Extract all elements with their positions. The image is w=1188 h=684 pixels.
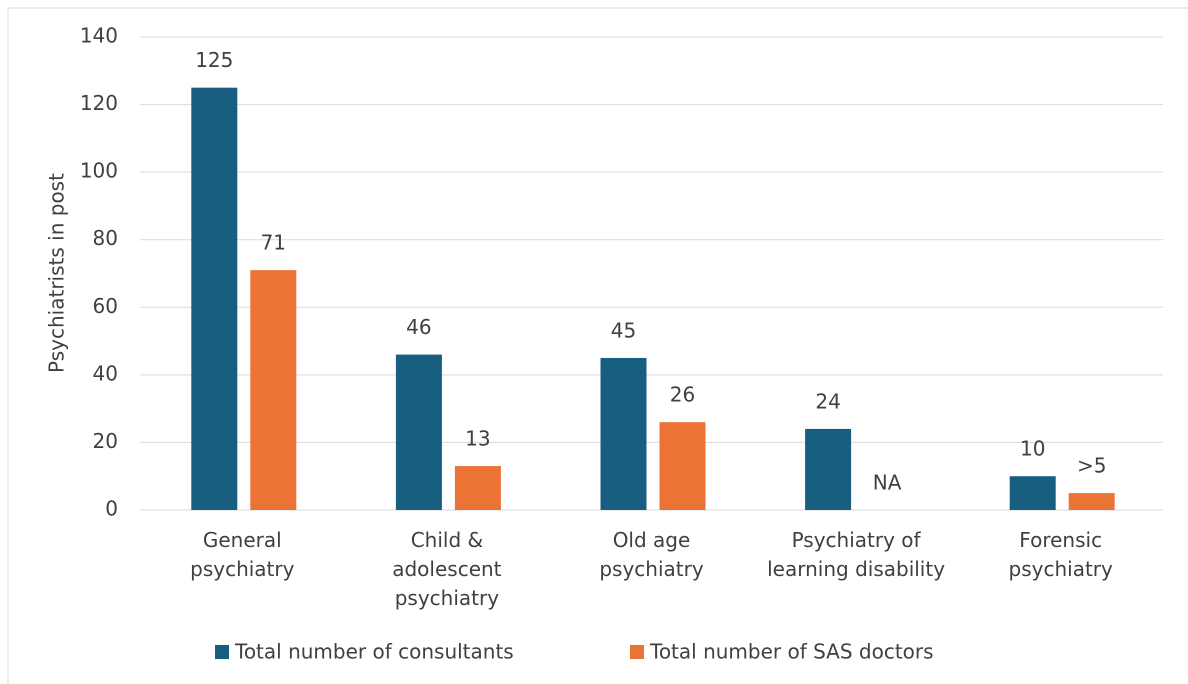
bar: [805, 428, 852, 510]
data-label: NA: [873, 471, 902, 495]
y-tick-label: 100: [80, 159, 118, 183]
y-tick-label: 20: [93, 429, 118, 453]
legend-swatch: [215, 645, 229, 659]
data-label: 71: [261, 231, 286, 255]
data-label: 13: [465, 427, 490, 451]
data-label: 125: [195, 48, 233, 72]
bar: [600, 357, 647, 510]
y-tick-label: 120: [80, 91, 118, 115]
bar: [191, 87, 238, 510]
y-tick-label: 40: [93, 361, 118, 385]
x-tick-label: Child & adolescent psychiatry: [392, 528, 502, 610]
legend-label: Total number of consultants: [234, 640, 514, 664]
data-label: 24: [815, 389, 840, 413]
y-tick-label: 80: [93, 226, 118, 250]
bar: [395, 354, 442, 510]
data-label: 10: [1020, 437, 1045, 461]
bar: [1009, 476, 1056, 510]
y-tick-label: 60: [93, 294, 118, 318]
y-tick-label: 0: [105, 497, 118, 521]
data-label: 46: [406, 315, 431, 339]
chart-border: [7, 7, 1188, 684]
bar: [1068, 493, 1115, 510]
legend-swatch: [630, 645, 644, 659]
data-label: >5: [1077, 454, 1106, 478]
y-axis-title: Psychiatrists in post: [45, 173, 69, 373]
legend-label: Total number of SAS doctors: [649, 640, 934, 664]
y-tick-label: 140: [80, 24, 118, 48]
bar: [454, 466, 501, 510]
data-label: 45: [611, 318, 636, 342]
bar: [250, 270, 297, 510]
x-tick-label: Forensic psychiatry: [1008, 528, 1113, 581]
bar: [659, 422, 706, 510]
x-tick-label: Psychiatry of learning disability: [767, 528, 946, 581]
data-label: 26: [670, 383, 695, 407]
x-tick-label: General psychiatry: [190, 528, 295, 581]
x-tick-label: Old age psychiatry: [599, 528, 704, 581]
